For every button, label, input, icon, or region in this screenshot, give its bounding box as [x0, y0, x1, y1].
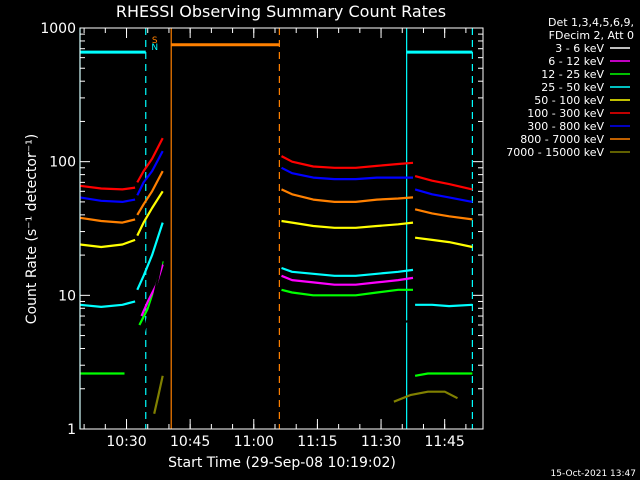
x-tick-label: 10:30 — [106, 434, 146, 450]
y-axis-label: Count Rate (s⁻¹ detector⁻¹) — [24, 134, 40, 324]
series-line — [281, 266, 414, 277]
series-line — [414, 175, 473, 191]
legend-entry-label: 7000 - 15000 keV — [506, 146, 604, 159]
legend-header: Det 1,3,4,5,6,9, — [548, 16, 634, 29]
series-line — [281, 188, 414, 203]
legend-entry-label: 300 - 800 keV — [527, 120, 604, 133]
flag-label: S — [152, 36, 158, 46]
series-line — [281, 288, 413, 297]
y-tick-label: 1000 — [40, 21, 76, 37]
x-tick-label: 11:30 — [361, 434, 401, 450]
series-line — [79, 238, 136, 249]
series-line — [140, 254, 164, 342]
legend-entry-label: 25 - 50 keV — [541, 81, 604, 94]
legend-entry-label: 3 - 6 keV — [555, 42, 604, 55]
y-tick-label: 10 — [58, 288, 76, 304]
x-tick-label: 11:45 — [424, 434, 464, 450]
series-line — [414, 208, 473, 221]
series-line — [393, 390, 459, 403]
series-line — [153, 375, 164, 415]
series-line — [414, 188, 473, 203]
legend-entry-label: 6 - 12 keV — [548, 55, 604, 68]
flag-label: N — [151, 43, 158, 53]
plot-frame — [79, 27, 484, 430]
series-line — [281, 166, 413, 181]
series-line — [281, 219, 414, 229]
chart-title: RHESSI Observing Summary Count Rates — [116, 2, 446, 21]
series-line — [79, 300, 136, 308]
y-tick-label: 100 — [49, 155, 76, 171]
series-line — [136, 170, 164, 216]
series-line — [414, 236, 473, 249]
x-tick-label: 11:00 — [234, 434, 274, 450]
series-line — [79, 184, 136, 191]
legend-entry-label: 12 - 25 keV — [541, 68, 604, 81]
legend-entry-label: 50 - 100 keV — [534, 94, 604, 107]
legend-header: FDecim 2, Att 0 — [549, 29, 634, 42]
series-line — [136, 190, 164, 237]
series-line — [136, 150, 164, 196]
series-line — [280, 155, 414, 169]
series-line — [136, 222, 164, 291]
series-line — [136, 137, 164, 183]
series-line — [280, 303, 414, 327]
legend-entry-label: 800 - 7000 keV — [520, 133, 604, 146]
data-layer: SN — [79, 28, 473, 429]
x-tick-label: 11:15 — [297, 434, 337, 450]
legend: Det 1,3,4,5,6,9,FDecim 2, Att 03 - 6 keV… — [506, 16, 634, 159]
x-axis-label: Start Time (29-Sep-08 10:19:02) — [168, 455, 396, 471]
legend-entry-label: 100 - 300 keV — [527, 107, 604, 120]
series-line — [415, 303, 473, 308]
x-tick-label: 10:45 — [170, 434, 210, 450]
series-line — [281, 274, 414, 286]
series-line — [79, 216, 136, 224]
series-line — [414, 372, 473, 377]
series-line — [79, 196, 136, 203]
timestamp: 15-Oct-2021 13:47 — [551, 469, 636, 479]
axis-layer: 1 10 100 1000 10:30 10:45 11:00 11:15 11:30 11:45 — [40, 21, 483, 450]
y-tick-label: 1 — [67, 422, 76, 438]
